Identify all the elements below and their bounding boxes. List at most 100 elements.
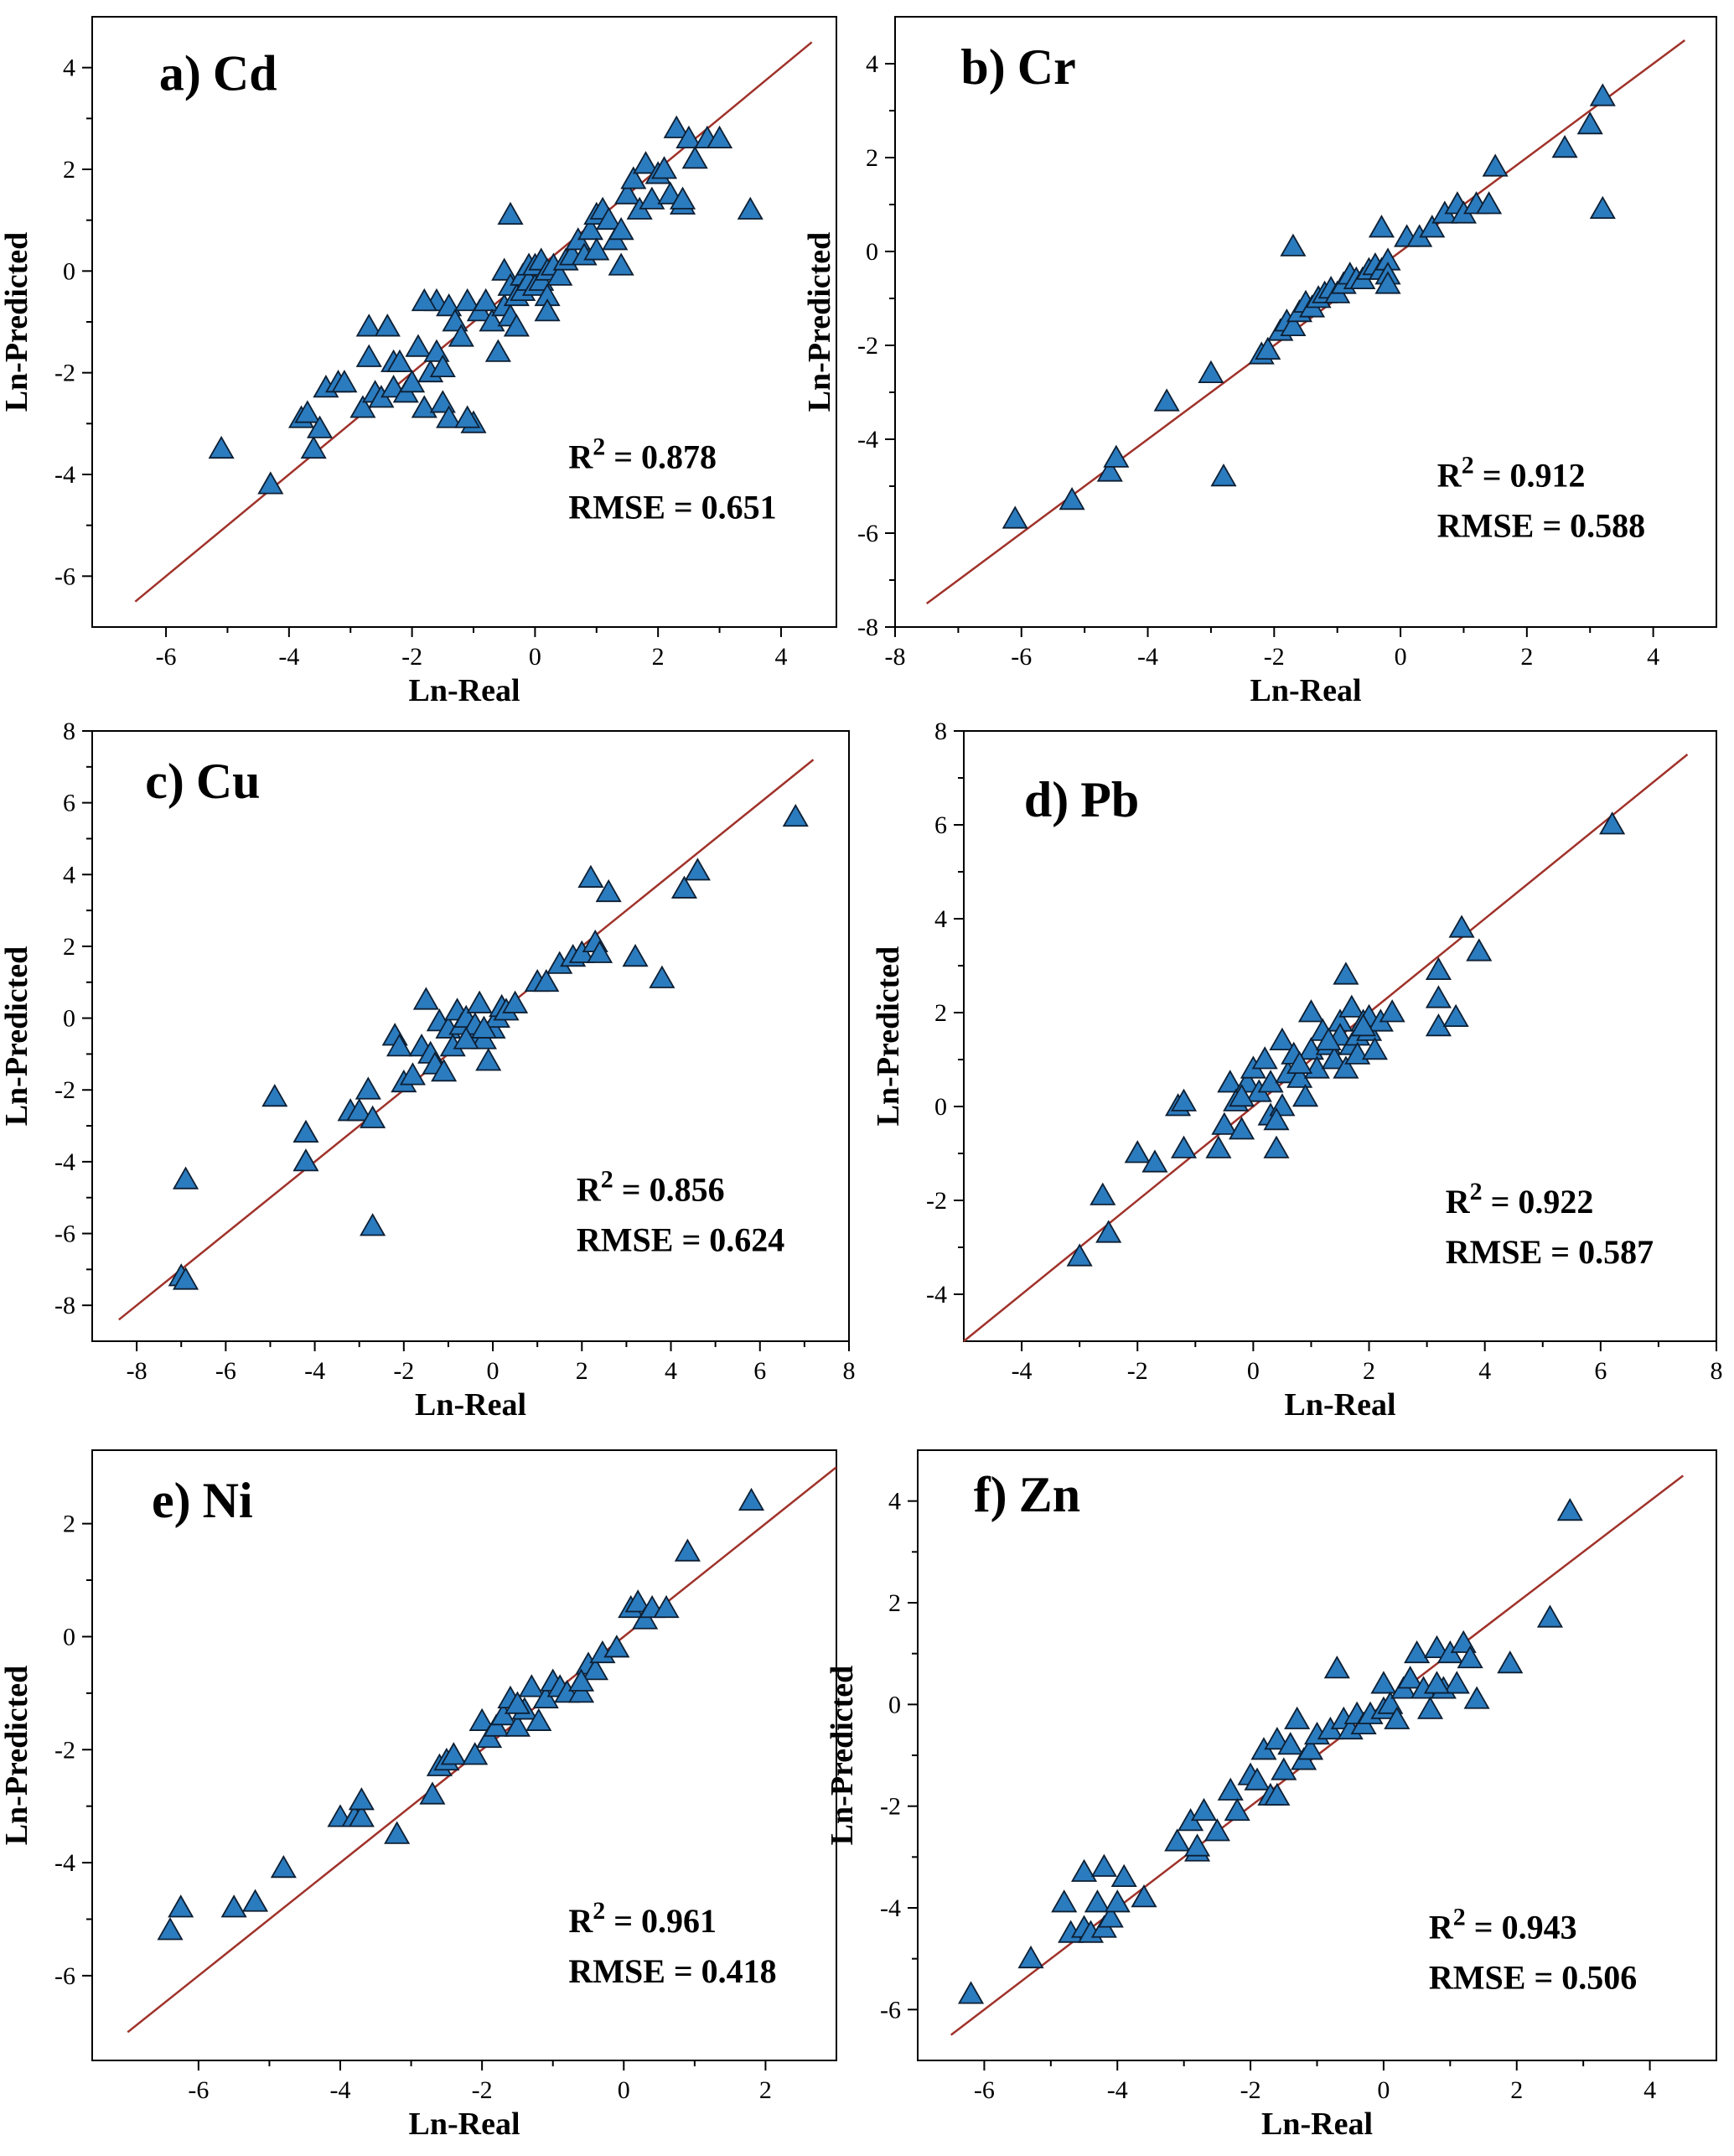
data-point — [349, 395, 376, 418]
y-tick-label: 6 — [934, 811, 947, 839]
data-point — [1333, 961, 1359, 985]
y-tick-label: -4 — [54, 461, 75, 489]
data-point — [595, 206, 623, 231]
data-point — [707, 125, 733, 149]
data-point — [1404, 1640, 1431, 1664]
data-point — [503, 314, 530, 337]
y-tick-label: 4 — [63, 861, 75, 889]
y-tick-label: -2 — [54, 360, 75, 387]
data-point — [632, 1606, 659, 1630]
data-point — [1425, 956, 1452, 980]
x-tick-label: -4 — [278, 643, 299, 671]
data-point — [670, 875, 698, 899]
y-tick-label: -2 — [880, 1793, 901, 1821]
data-point — [440, 1742, 467, 1765]
y-axis-label: Ln-Predicted — [871, 946, 906, 1127]
data-point — [1084, 1889, 1110, 1913]
y-tick-label: -4 — [880, 1894, 901, 1922]
x-tick-label: -2 — [1240, 2076, 1261, 2104]
data-point — [532, 1685, 559, 1708]
y-tick-label: 2 — [63, 1511, 75, 1538]
data-point — [1096, 459, 1123, 482]
r-squared-text: R2 = 0.912 — [1437, 452, 1586, 495]
x-tick-label: -2 — [1127, 1357, 1148, 1385]
data-point — [1280, 313, 1307, 337]
x-tick-label: 4 — [1643, 2076, 1656, 2104]
plot-frame — [963, 730, 1717, 1342]
data-point — [454, 288, 481, 312]
data-point — [608, 216, 634, 241]
r2-symbol: R — [1446, 1183, 1471, 1221]
data-point — [476, 1724, 503, 1749]
x-tick-label: -2 — [472, 2076, 493, 2104]
data-point — [1297, 1737, 1324, 1760]
element-name: Pb — [1080, 772, 1139, 827]
y-tick-label: -4 — [857, 426, 878, 453]
y-tick-label: -2 — [926, 1187, 947, 1215]
data-point — [1224, 1797, 1250, 1822]
data-point — [1589, 195, 1616, 220]
panel-title: c) Cu — [145, 754, 260, 809]
data-point — [1183, 1833, 1211, 1857]
y-tick-label: 2 — [934, 999, 947, 1027]
data-point — [518, 1674, 545, 1697]
data-point — [483, 1713, 510, 1737]
data-point — [1095, 1220, 1122, 1243]
r2-symbol: R — [568, 1902, 593, 1940]
data-point — [157, 1917, 184, 1941]
y-tick-label: 0 — [888, 1691, 901, 1718]
data-point — [1370, 1671, 1397, 1694]
panel-label: b) — [960, 39, 1005, 95]
rmse-text: RMSE = 0.418 — [568, 1952, 776, 1990]
y-tick-label: 2 — [888, 1589, 901, 1617]
data-point — [1205, 1135, 1232, 1158]
data-point — [1263, 1135, 1290, 1158]
y-tick-label: 0 — [63, 257, 75, 285]
panel-label: c) — [145, 754, 184, 809]
data-point — [220, 1894, 247, 1918]
y-tick-label: 2 — [866, 144, 878, 172]
data-point — [603, 1635, 630, 1658]
data-point — [1379, 999, 1405, 1023]
x-tick-label: -6 — [188, 2076, 209, 2104]
data-point — [1443, 1671, 1470, 1694]
data-point — [470, 1015, 497, 1039]
data-point — [1263, 1107, 1290, 1131]
data-point — [466, 990, 493, 1013]
data-point — [399, 1062, 426, 1086]
data-point — [355, 1076, 381, 1100]
y-tick-label: 0 — [866, 238, 878, 266]
data-point — [453, 1026, 479, 1049]
data-point — [1198, 360, 1224, 384]
data-point — [674, 1538, 701, 1562]
data-point — [1463, 1686, 1490, 1709]
data-point — [639, 186, 665, 210]
data-point — [411, 395, 437, 418]
data-point — [360, 1105, 386, 1128]
y-tick-label: -6 — [857, 520, 878, 547]
data-point — [386, 349, 413, 372]
rmse-text: RMSE = 0.651 — [568, 489, 776, 526]
x-tick-label: -6 — [1011, 643, 1032, 671]
data-point — [534, 298, 561, 322]
data-point — [1466, 938, 1493, 961]
data-point — [1536, 1604, 1564, 1628]
data-point — [1264, 1782, 1291, 1806]
y-tick-label: 4 — [866, 50, 878, 78]
data-point — [1164, 1828, 1191, 1852]
x-axis-label: Ln-Real — [415, 1387, 526, 1423]
data-point — [399, 369, 426, 393]
data-point — [737, 196, 763, 220]
plot-frame — [91, 16, 837, 628]
data-point — [1203, 1818, 1230, 1842]
x-tick-label: -4 — [1107, 2076, 1128, 2104]
panel-cr: -8 -6 -4 -2 0 2 4 -8 -6 -4 -2 0 2 4 Ln-Real Ln-Predicte… — [802, 16, 1717, 708]
x-tick-label: 0 — [1377, 2076, 1390, 2104]
r2-value: = 0.943 — [1466, 1908, 1577, 1946]
r2-value: = 0.922 — [1483, 1183, 1594, 1221]
y-tick-label: -4 — [54, 1849, 75, 1877]
data-point — [1297, 999, 1325, 1023]
r2-value: = 0.856 — [613, 1171, 725, 1209]
y-axis-label: Ln-Predicted — [0, 946, 34, 1127]
data-point — [1269, 1027, 1296, 1050]
